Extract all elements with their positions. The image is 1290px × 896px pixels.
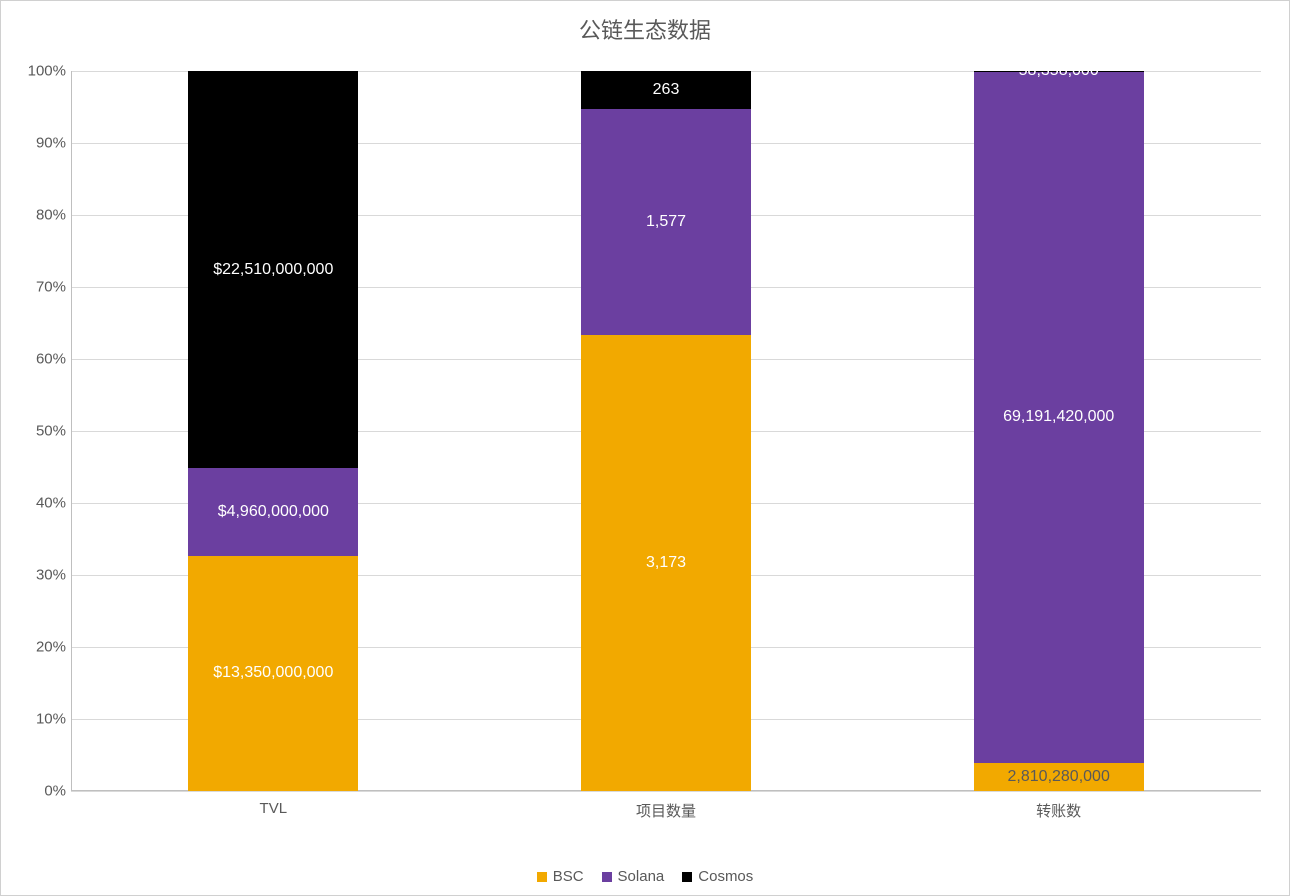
- x-tick-label: 项目数量: [636, 800, 696, 821]
- y-tick-label: 20%: [21, 639, 66, 656]
- y-tick-label: 90%: [21, 135, 66, 152]
- y-tick-label: 40%: [21, 495, 66, 512]
- y-tick-label: 60%: [21, 351, 66, 368]
- bar-data-label: $4,960,000,000: [218, 503, 329, 521]
- plot-area: $13,350,000,000 $4,960,000,000 $22,510,000…: [71, 71, 1261, 791]
- bar-data-label: 3,173: [646, 554, 686, 572]
- gridline: [71, 791, 1261, 792]
- x-tick-label: 转账数: [1036, 800, 1081, 821]
- y-tick-label: 80%: [21, 207, 66, 224]
- y-tick-label: 70%: [21, 279, 66, 296]
- y-axis: 0%10%20%30%40%50%60%70%80%90%100%: [21, 71, 66, 791]
- chart-container: 公链生态数据 0% 10% 20% 30% 40% 50% 60% 70% 80% 90% 100%…: [0, 0, 1290, 896]
- x-axis: TVL 项目数量 转账数: [71, 796, 1261, 826]
- bar-data-label: 263: [653, 81, 680, 99]
- legend-label: Solana: [618, 868, 665, 885]
- bar-data-label: 1,577: [646, 213, 686, 231]
- legend-item-bsc: BSC: [537, 868, 584, 885]
- y-tick-label: 10%: [21, 711, 66, 728]
- bar-data-label: 58,358,000: [1019, 62, 1099, 80]
- legend: BSC Solana Cosmos: [1, 868, 1289, 885]
- y-tick-label: 50%: [21, 423, 66, 440]
- bar-group: 3,173 1,577 263: [581, 71, 751, 791]
- y-tick-label: 0%: [21, 783, 66, 800]
- legend-swatch: [682, 872, 692, 882]
- legend-swatch: [602, 872, 612, 882]
- legend-label: Cosmos: [698, 868, 753, 885]
- bar-data-label: 2,810,280,000: [1008, 768, 1110, 786]
- legend-item-cosmos: Cosmos: [682, 868, 753, 885]
- legend-item-solana: Solana: [602, 868, 665, 885]
- legend-swatch: [537, 872, 547, 882]
- chart-title: 公链生态数据: [1, 1, 1289, 45]
- bar-data-label: $22,510,000,000: [213, 261, 333, 279]
- x-tick-label: TVL: [260, 800, 288, 817]
- bar-group: $13,350,000,000 $4,960,000,000 $22,510,000…: [188, 71, 358, 791]
- bars-area: $13,350,000,000 $4,960,000,000 $22,510,000…: [71, 71, 1261, 791]
- legend-label: BSC: [553, 868, 584, 885]
- y-tick-label: 30%: [21, 567, 66, 584]
- bar-data-label: 69,191,420,000: [1003, 408, 1114, 426]
- y-tick-label: 100%: [21, 63, 66, 80]
- bar-group: 2,810,280,00069,191,420,00058,358,000: [974, 71, 1144, 791]
- bar-data-label: $13,350,000,000: [213, 664, 333, 682]
